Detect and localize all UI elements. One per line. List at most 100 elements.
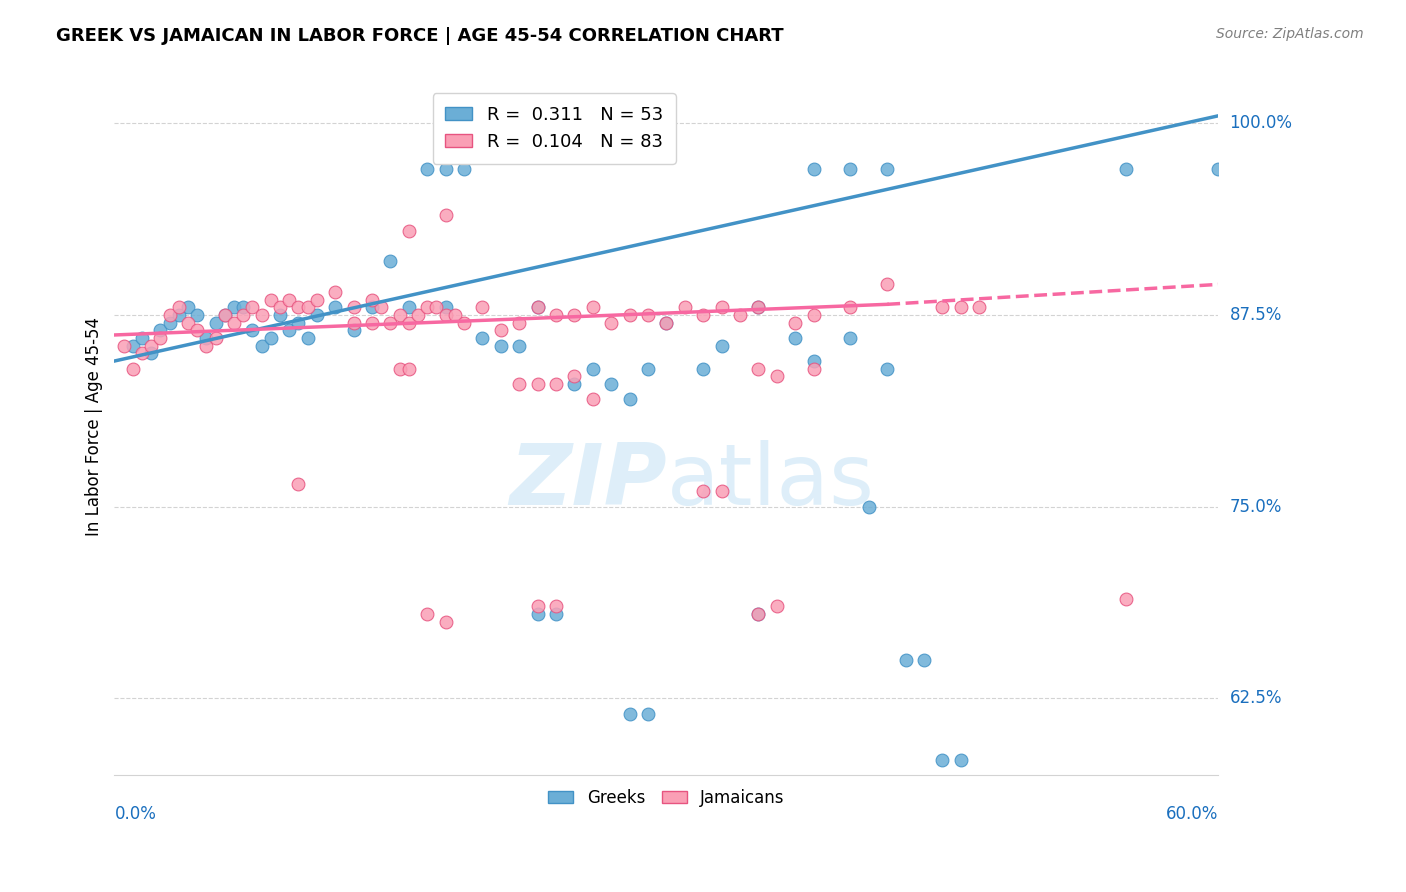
Text: 87.5%: 87.5% xyxy=(1230,306,1282,324)
Point xyxy=(416,162,439,177)
Point xyxy=(803,162,825,177)
Point xyxy=(931,301,953,315)
Point xyxy=(388,361,411,376)
Point xyxy=(204,316,226,330)
Point xyxy=(343,323,366,337)
Point xyxy=(269,308,291,322)
Point xyxy=(747,301,769,315)
Point xyxy=(287,316,309,330)
Point xyxy=(747,607,769,621)
Point xyxy=(287,301,309,315)
Point xyxy=(949,753,972,767)
Point xyxy=(177,301,200,315)
Point xyxy=(471,331,494,345)
Point xyxy=(453,316,475,330)
Point xyxy=(112,339,135,353)
Point xyxy=(526,301,548,315)
Point xyxy=(619,392,641,407)
Point xyxy=(260,293,283,307)
Point xyxy=(398,316,420,330)
Text: 100.0%: 100.0% xyxy=(1230,114,1292,132)
Point xyxy=(747,361,769,376)
Point xyxy=(489,323,512,337)
Point xyxy=(673,301,696,315)
Point xyxy=(803,354,825,368)
Point xyxy=(278,293,301,307)
Point xyxy=(582,301,605,315)
Point xyxy=(967,301,990,315)
Point xyxy=(582,392,605,407)
Point xyxy=(1299,162,1322,177)
Point xyxy=(1115,162,1137,177)
Point xyxy=(131,331,153,345)
Point xyxy=(876,162,898,177)
Text: 0.0%: 0.0% xyxy=(114,805,156,823)
Point xyxy=(526,607,548,621)
Point xyxy=(361,293,384,307)
Point xyxy=(858,500,880,514)
Text: Source: ZipAtlas.com: Source: ZipAtlas.com xyxy=(1216,27,1364,41)
Point xyxy=(167,301,190,315)
Point xyxy=(149,331,172,345)
Point xyxy=(232,308,254,322)
Text: atlas: atlas xyxy=(666,441,875,524)
Point xyxy=(489,339,512,353)
Point xyxy=(526,377,548,392)
Point xyxy=(785,316,807,330)
Point xyxy=(803,308,825,322)
Point xyxy=(398,301,420,315)
Point xyxy=(637,361,659,376)
Point xyxy=(894,653,917,667)
Point xyxy=(766,599,789,614)
Point xyxy=(434,162,457,177)
Text: GREEK VS JAMAICAN IN LABOR FORCE | AGE 45-54 CORRELATION CHART: GREEK VS JAMAICAN IN LABOR FORCE | AGE 4… xyxy=(56,27,785,45)
Point xyxy=(564,308,586,322)
Point xyxy=(655,316,678,330)
Text: ZIP: ZIP xyxy=(509,441,666,524)
Point xyxy=(297,331,319,345)
Point xyxy=(250,308,273,322)
Point xyxy=(186,308,208,322)
Point xyxy=(710,484,733,499)
Point xyxy=(803,361,825,376)
Point xyxy=(453,162,475,177)
Point xyxy=(766,369,789,384)
Point xyxy=(839,301,862,315)
Point xyxy=(655,316,678,330)
Point xyxy=(619,706,641,721)
Point xyxy=(526,599,548,614)
Point xyxy=(343,301,366,315)
Point xyxy=(149,323,172,337)
Point xyxy=(204,331,226,345)
Point xyxy=(232,301,254,315)
Point xyxy=(544,377,567,392)
Point xyxy=(260,331,283,345)
Point xyxy=(710,339,733,353)
Y-axis label: In Labor Force | Age 45-54: In Labor Force | Age 45-54 xyxy=(86,317,103,536)
Point xyxy=(131,346,153,360)
Point xyxy=(287,476,309,491)
Point xyxy=(1115,591,1137,606)
Point xyxy=(785,331,807,345)
Point xyxy=(141,339,163,353)
Point xyxy=(434,615,457,629)
Point xyxy=(269,301,291,315)
Point xyxy=(747,607,769,621)
Point xyxy=(582,361,605,376)
Point xyxy=(177,316,200,330)
Point xyxy=(278,323,301,337)
Point xyxy=(949,301,972,315)
Point xyxy=(876,277,898,292)
Point xyxy=(544,599,567,614)
Point xyxy=(159,308,181,322)
Point xyxy=(361,316,384,330)
Point xyxy=(406,308,429,322)
Point xyxy=(912,653,935,667)
Point xyxy=(214,308,236,322)
Point xyxy=(167,308,190,322)
Point xyxy=(305,293,328,307)
Text: 60.0%: 60.0% xyxy=(1166,805,1219,823)
Point xyxy=(508,316,530,330)
Point xyxy=(361,301,384,315)
Point xyxy=(121,361,143,376)
